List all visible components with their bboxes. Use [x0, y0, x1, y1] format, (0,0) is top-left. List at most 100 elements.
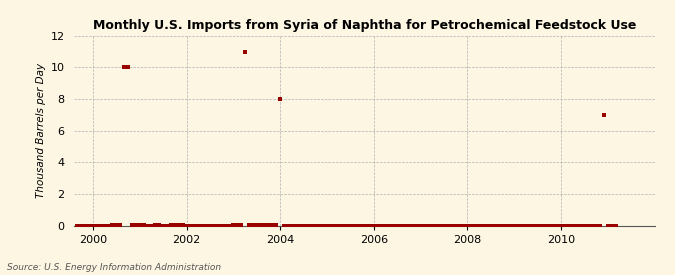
- Point: [520, 223, 531, 228]
- Point: [123, 65, 134, 70]
- Point: [294, 223, 305, 228]
- Point: [373, 223, 383, 228]
- Point: [404, 223, 414, 228]
- Point: [173, 222, 184, 227]
- Point: [228, 222, 239, 227]
- Point: [548, 223, 559, 228]
- Point: [564, 223, 574, 228]
- Point: [427, 223, 438, 228]
- Point: [244, 222, 254, 227]
- Point: [111, 222, 122, 227]
- Point: [485, 223, 496, 228]
- Point: [396, 223, 406, 228]
- Point: [489, 223, 500, 228]
- Point: [185, 223, 196, 228]
- Point: [439, 223, 450, 228]
- Point: [271, 222, 281, 227]
- Point: [529, 223, 539, 228]
- Point: [240, 50, 250, 54]
- Point: [302, 223, 313, 228]
- Point: [115, 222, 126, 227]
- Point: [458, 223, 469, 228]
- Point: [142, 223, 153, 228]
- Point: [181, 223, 192, 228]
- Point: [150, 222, 161, 227]
- Point: [603, 223, 614, 228]
- Point: [454, 223, 465, 228]
- Point: [251, 222, 262, 227]
- Point: [591, 223, 601, 228]
- Point: [408, 223, 418, 228]
- Point: [423, 223, 434, 228]
- Point: [497, 223, 508, 228]
- Point: [76, 223, 86, 228]
- Point: [360, 223, 371, 228]
- Point: [599, 113, 610, 117]
- Title: Monthly U.S. Imports from Syria of Naphtha for Petrochemical Feedstock Use: Monthly U.S. Imports from Syria of Napht…: [92, 19, 636, 32]
- Point: [236, 222, 246, 227]
- Point: [279, 223, 290, 228]
- Point: [392, 223, 403, 228]
- Point: [513, 223, 524, 228]
- Point: [474, 223, 485, 228]
- Point: [213, 223, 223, 228]
- Point: [443, 223, 454, 228]
- Point: [107, 222, 118, 227]
- Point: [478, 223, 489, 228]
- Point: [259, 222, 270, 227]
- Point: [248, 222, 259, 227]
- Y-axis label: Thousand Barrels per Day: Thousand Barrels per Day: [36, 63, 46, 198]
- Point: [232, 222, 243, 227]
- Point: [197, 223, 208, 228]
- Point: [353, 223, 364, 228]
- Point: [482, 223, 493, 228]
- Point: [138, 222, 149, 227]
- Point: [154, 222, 165, 227]
- Point: [220, 223, 231, 228]
- Point: [162, 223, 173, 228]
- Point: [88, 223, 99, 228]
- Point: [349, 223, 360, 228]
- Point: [388, 223, 399, 228]
- Point: [310, 223, 321, 228]
- Point: [544, 223, 555, 228]
- Point: [509, 223, 520, 228]
- Point: [165, 222, 176, 227]
- Point: [224, 223, 235, 228]
- Point: [91, 223, 102, 228]
- Point: [80, 223, 90, 228]
- Point: [72, 223, 83, 228]
- Point: [431, 223, 441, 228]
- Point: [267, 222, 278, 227]
- Point: [595, 223, 605, 228]
- Point: [552, 223, 563, 228]
- Point: [435, 223, 446, 228]
- Point: [400, 223, 410, 228]
- Point: [419, 223, 430, 228]
- Point: [146, 223, 157, 228]
- Point: [255, 222, 266, 227]
- Point: [205, 223, 215, 228]
- Point: [189, 223, 200, 228]
- Point: [466, 223, 477, 228]
- Point: [446, 223, 457, 228]
- Point: [286, 223, 297, 228]
- Point: [216, 223, 227, 228]
- Point: [95, 223, 106, 228]
- Point: [384, 223, 395, 228]
- Point: [524, 223, 535, 228]
- Text: Source: U.S. Energy Information Administration: Source: U.S. Energy Information Administ…: [7, 263, 221, 272]
- Point: [606, 223, 617, 228]
- Point: [364, 223, 375, 228]
- Point: [130, 222, 141, 227]
- Point: [209, 223, 219, 228]
- Point: [318, 223, 329, 228]
- Point: [333, 223, 344, 228]
- Point: [134, 222, 145, 227]
- Point: [298, 223, 309, 228]
- Point: [533, 223, 543, 228]
- Point: [322, 223, 333, 228]
- Point: [193, 223, 204, 228]
- Point: [610, 223, 621, 228]
- Point: [325, 223, 336, 228]
